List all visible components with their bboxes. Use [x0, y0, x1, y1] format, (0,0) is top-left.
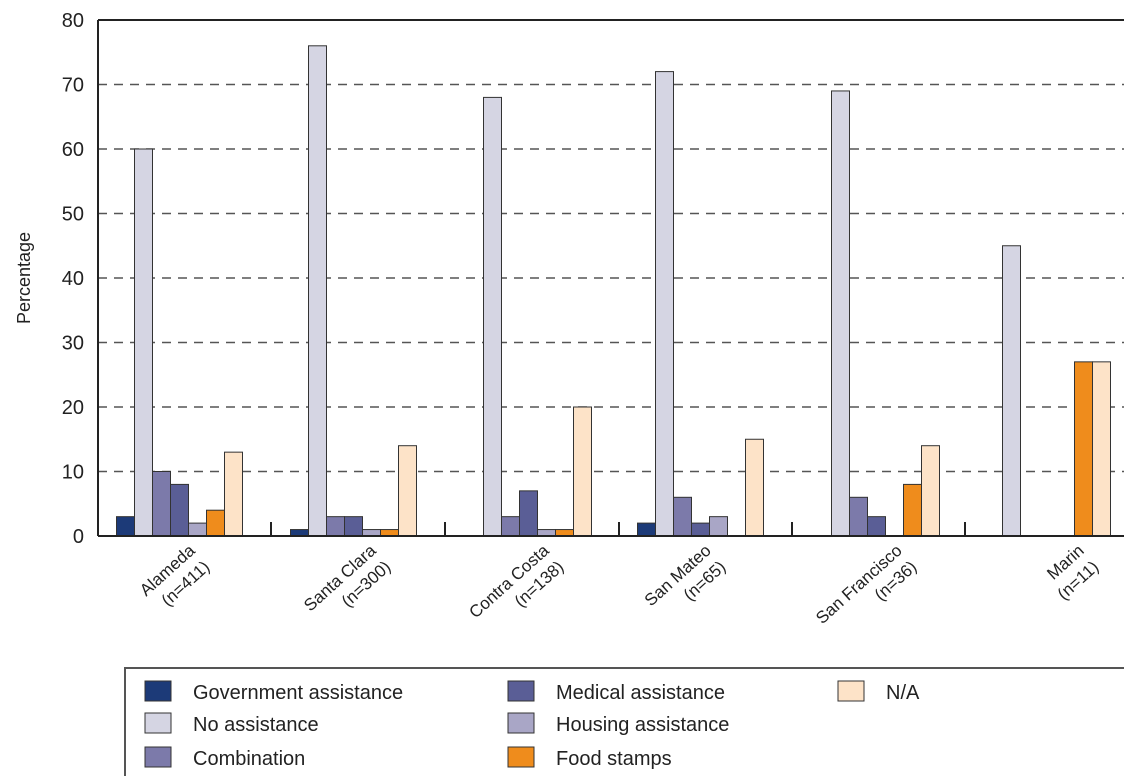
legend-entry: Housing assistance	[556, 714, 729, 736]
bar-n-a-3	[745, 438, 764, 537]
category-label: Alameda(n=411)	[136, 540, 214, 616]
bars	[116, 45, 1111, 537]
bar-medical-assistance-3	[691, 522, 710, 537]
bar-medical-assistance-4	[867, 516, 886, 537]
bar-no-assistance-0	[134, 148, 153, 537]
bar-no-assistance-1	[308, 45, 327, 537]
legend-entry: No assistance	[193, 714, 319, 736]
bar-housing-assistance-0	[188, 522, 207, 537]
bar-government-assistance-3	[637, 522, 656, 537]
bar-n-a-4	[921, 445, 940, 537]
category-label: Marin(n=11)	[1039, 541, 1102, 604]
category-label: San Mateo(n=65)	[641, 541, 730, 626]
y-tick-label: 40	[62, 268, 84, 290]
legend-box	[124, 667, 1124, 776]
bar-n-a-0	[224, 451, 243, 537]
bar-n-a-1	[398, 445, 417, 537]
legend-entry: Government assistance	[193, 682, 403, 704]
bar-housing-assistance-3	[709, 516, 728, 537]
category-label: Santa Clara(n=300)	[300, 540, 395, 631]
bar-combination-3	[673, 496, 692, 537]
bar-no-assistance-3	[655, 71, 674, 537]
bar-no-assistance-4	[831, 90, 850, 537]
y-tick-label: 30	[62, 333, 84, 355]
legend-swatch	[507, 680, 535, 702]
legend: Government assistance Medical assistance N…	[124, 667, 1124, 776]
y-tick-label: 80	[62, 10, 84, 32]
bar-government-assistance-0	[116, 516, 135, 537]
bar-medical-assistance-0	[170, 483, 189, 537]
bar-n-a-2	[573, 406, 592, 537]
bar-combination-4	[849, 496, 868, 537]
legend-entry: Combination	[193, 748, 305, 770]
y-tick-label: 20	[62, 397, 84, 419]
y-tick-label: 0	[73, 526, 84, 548]
bar-no-assistance-5	[1002, 245, 1021, 537]
legend-entry: Food stamps	[556, 748, 672, 770]
bar-combination-2	[501, 516, 520, 537]
legend-swatch	[507, 746, 535, 768]
y-tick-label: 10	[62, 462, 84, 484]
category-label: Contra Costa(n=138)	[466, 540, 568, 638]
legend-swatch	[144, 746, 172, 768]
bar-food-stamps-0	[206, 509, 225, 537]
legend-swatch	[144, 680, 172, 702]
category-label: San Francisco(n=36)	[812, 541, 920, 644]
bar-no-assistance-2	[483, 96, 502, 537]
legend-entry: Medical assistance	[556, 682, 725, 704]
bar-food-stamps-4	[903, 483, 922, 537]
bar-combination-1	[326, 516, 345, 537]
axes	[97, 19, 1124, 537]
legend-swatch	[144, 712, 172, 734]
bar-medical-assistance-1	[344, 516, 363, 537]
y-tick-label: 50	[62, 204, 84, 226]
grid-lines	[98, 83, 1124, 473]
legend-swatch	[837, 680, 865, 702]
legend-swatch	[507, 712, 535, 734]
y-axis-label: Percentage	[14, 232, 34, 324]
y-axis-ticks: 0 10 20 30 40 50 60 70 80	[62, 10, 84, 548]
y-tick-label: 60	[62, 139, 84, 161]
bar-n-a-5	[1092, 361, 1111, 537]
legend-entry: N/A	[886, 682, 920, 704]
bar-food-stamps-5	[1074, 361, 1093, 537]
bar-combination-0	[152, 471, 171, 537]
y-tick-label: 70	[62, 75, 84, 97]
category-labels: Alameda(n=411) Santa Clara(n=300) Contra C…	[136, 540, 1102, 644]
bar-medical-assistance-2	[519, 490, 538, 537]
